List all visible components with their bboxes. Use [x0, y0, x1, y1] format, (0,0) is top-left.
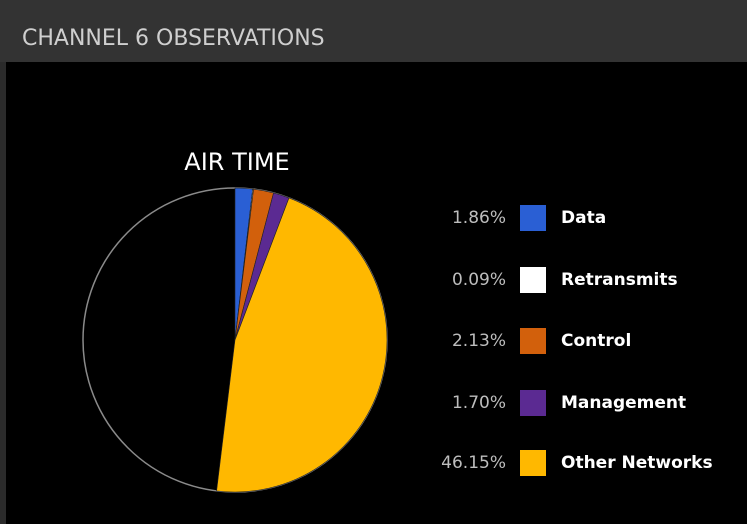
header-bar — [0, 0, 747, 62]
legend-value: 1.86% — [452, 208, 506, 228]
legend-label: Management — [561, 393, 686, 413]
pie-slice — [216, 197, 388, 493]
header-title: CHANNEL 6 OBSERVATIONS — [22, 26, 325, 51]
legend-value: 46.15% — [441, 453, 506, 473]
legend-value: 2.13% — [452, 331, 506, 351]
legend-swatch — [520, 390, 546, 416]
legend-swatch — [520, 267, 546, 293]
legend-label: Retransmits — [561, 270, 678, 290]
chart-title: AIR TIME — [184, 148, 289, 176]
legend-swatch — [520, 450, 546, 476]
legend-value: 0.09% — [452, 270, 506, 290]
legend-label: Other Networks — [561, 453, 713, 473]
legend-label: Data — [561, 208, 606, 228]
legend-swatch — [520, 328, 546, 354]
legend-swatch — [520, 205, 546, 231]
legend-label: Control — [561, 331, 631, 351]
legend-value: 1.70% — [452, 393, 506, 413]
